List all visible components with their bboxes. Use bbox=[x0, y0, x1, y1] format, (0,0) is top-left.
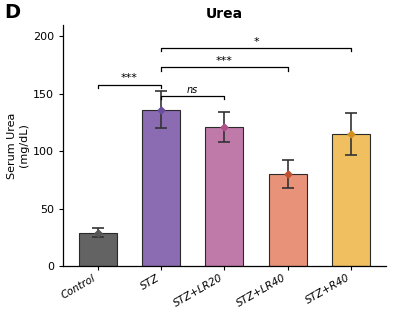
Bar bbox=[206, 127, 244, 266]
Bar bbox=[79, 233, 117, 266]
Y-axis label: Serum Urea
(mg/dL): Serum Urea (mg/dL) bbox=[7, 112, 29, 179]
Bar bbox=[332, 134, 370, 266]
Text: D: D bbox=[4, 3, 20, 22]
Bar bbox=[269, 174, 307, 266]
Title: Urea: Urea bbox=[206, 7, 243, 21]
Bar bbox=[142, 110, 180, 266]
Text: ns: ns bbox=[187, 85, 198, 95]
Text: *: * bbox=[253, 37, 259, 47]
Text: ***: *** bbox=[216, 56, 233, 66]
Text: ***: *** bbox=[121, 73, 138, 83]
